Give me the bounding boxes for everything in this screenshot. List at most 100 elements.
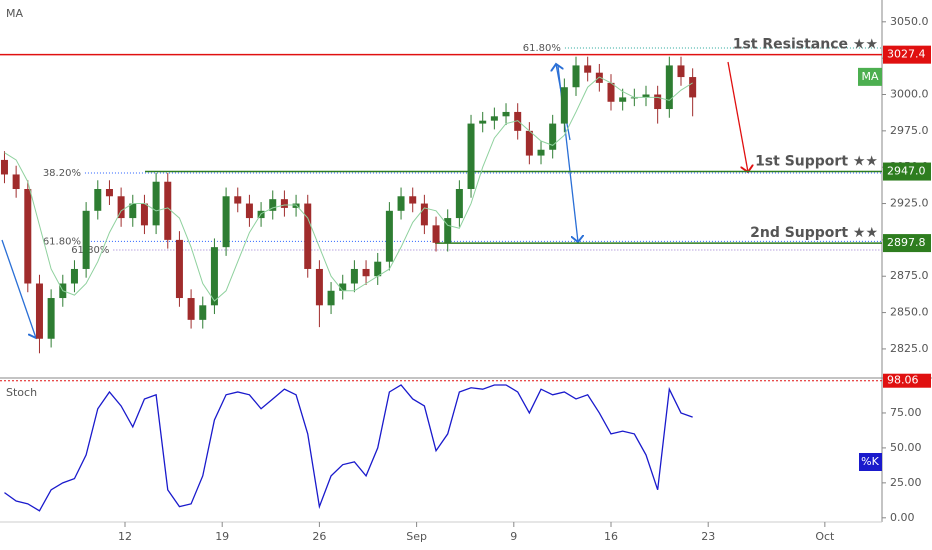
candle-body <box>140 203 148 226</box>
price-box-label: 3027.4 <box>887 48 926 61</box>
candle-body <box>187 298 195 320</box>
candle-body <box>222 196 230 248</box>
candle-body <box>525 130 533 156</box>
candle-body <box>607 82 615 102</box>
candle-body <box>339 283 347 291</box>
candle-body <box>350 268 358 284</box>
fib-label: 61.80% <box>523 43 561 54</box>
stoch-line <box>4 384 693 512</box>
x-tick-label: 23 <box>701 530 715 543</box>
candle-body <box>374 261 382 277</box>
x-tick-label: Oct <box>815 530 835 543</box>
y-tick-label: 3050.0 <box>890 15 929 28</box>
candle-body <box>409 196 417 204</box>
candle-body <box>245 203 253 219</box>
fib-label: 61.80% <box>43 236 81 247</box>
y-tick-label: 2825.0 <box>890 342 929 355</box>
candle-body <box>560 87 568 124</box>
price-box-label: 2897.8 <box>887 236 926 249</box>
y-tick-label: 2875.0 <box>890 269 929 282</box>
price-box <box>883 45 931 64</box>
candle-body <box>572 65 580 88</box>
candle-body <box>129 203 137 219</box>
ma-badge <box>858 67 882 86</box>
candle-body <box>479 120 487 124</box>
level-label: 1st Resistance ★★ <box>733 37 878 53</box>
fib-label: 38.20% <box>43 168 81 179</box>
candle-body <box>549 123 557 150</box>
candle-body <box>584 65 592 73</box>
candle-body <box>70 268 78 284</box>
candle-body <box>642 94 650 98</box>
candle-body <box>175 239 183 299</box>
y-tick-label: 75.00 <box>890 406 922 419</box>
candle-body <box>105 189 113 197</box>
candle-body <box>234 196 242 204</box>
candle-body <box>420 203 428 226</box>
candle-body <box>82 210 90 269</box>
candle-body <box>304 203 312 269</box>
level-label: 2nd Support ★★ <box>750 225 878 241</box>
y-tick-label: 2850.0 <box>890 306 929 319</box>
candle-body <box>164 181 172 240</box>
candle-body <box>94 189 102 211</box>
candle-body <box>467 123 475 189</box>
candle-body <box>199 305 207 320</box>
candle-body <box>152 181 160 226</box>
ma-badge-label: MA <box>861 70 878 83</box>
ma-line <box>4 76 693 302</box>
x-tick-label: Sep <box>406 530 427 543</box>
candle-body <box>397 196 405 211</box>
marker-label: 98.06 <box>887 374 919 387</box>
y-tick-label: 3000.0 <box>890 88 929 101</box>
price-box <box>883 234 931 253</box>
candle-body <box>455 189 463 219</box>
candle-body <box>654 94 662 110</box>
candle-body <box>490 116 498 121</box>
candle-body <box>12 174 20 189</box>
candle-body <box>665 65 673 110</box>
indicator-label: MA <box>6 7 23 20</box>
candle-body <box>432 225 440 243</box>
level-label: 1st Support ★★ <box>755 154 878 170</box>
candle-body <box>280 199 288 208</box>
candle-body <box>619 97 627 102</box>
candle-body <box>117 196 125 219</box>
candle-body <box>35 283 43 339</box>
candle-body <box>514 111 522 131</box>
series-badge <box>859 453 882 471</box>
y-tick-label: 25.00 <box>890 476 922 489</box>
candle-body <box>444 218 452 243</box>
candle-body <box>362 268 370 277</box>
stoch-title: Stoch <box>6 386 37 399</box>
candle-body <box>502 111 510 117</box>
candle-body <box>677 65 685 78</box>
candle-body <box>385 210 393 262</box>
candle-body <box>24 189 32 284</box>
x-tick-label: 12 <box>118 530 132 543</box>
y-tick-label: 50.00 <box>890 441 922 454</box>
candle-body <box>595 72 603 83</box>
x-tick-label: 26 <box>312 530 326 543</box>
candle-body <box>269 199 277 211</box>
x-tick-label: 19 <box>215 530 229 543</box>
y-tick-label: 2975.0 <box>890 124 929 137</box>
series-badge-label: %K <box>861 455 879 468</box>
price-box <box>883 162 931 181</box>
candle-body <box>0 159 8 175</box>
candle-body <box>210 247 218 306</box>
y-tick-label: 2925.0 <box>890 197 929 210</box>
candle-body <box>689 77 697 98</box>
price-box-label: 2947.0 <box>887 165 926 178</box>
x-tick-label: 9 <box>510 530 517 543</box>
candle-body <box>47 298 55 339</box>
candle-body <box>327 290 335 306</box>
candle-body <box>537 149 545 156</box>
x-tick-label: 16 <box>604 530 618 543</box>
candle-body <box>315 268 323 306</box>
fib-label: 61.80% <box>71 245 109 256</box>
y-tick-label: 0.00 <box>890 511 915 524</box>
marker-box <box>883 373 931 388</box>
